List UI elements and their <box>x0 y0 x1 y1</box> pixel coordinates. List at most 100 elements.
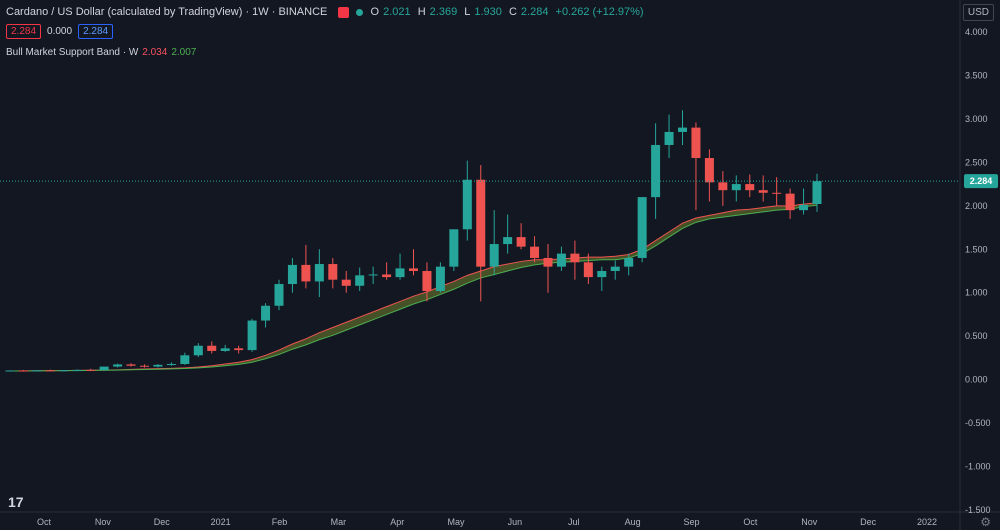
candle-body <box>516 237 526 247</box>
candle-body <box>785 193 795 211</box>
candle-body <box>409 268 418 271</box>
candle-body <box>449 229 459 267</box>
indicator-name[interactable]: Bull Market Support Band · W <box>6 47 139 58</box>
candle-body <box>247 320 257 351</box>
price-tag-label: 2.284 <box>970 176 993 186</box>
change-value: +0.262 (+12.97%) <box>555 6 644 18</box>
close-label: C <box>508 6 517 18</box>
candle-body <box>462 179 472 230</box>
y-tick-label: 1.500 <box>965 244 988 254</box>
gear-icon[interactable]: ⚙ <box>980 515 991 529</box>
candle-body <box>476 179 486 267</box>
candle-body <box>220 348 230 351</box>
candle-body <box>113 364 123 367</box>
y-tick-label: 0.000 <box>965 375 988 385</box>
ohlc-values: O 2.021 H 2.369 L 1.930 C 2.284 +0.262 (+12.… <box>371 6 648 18</box>
candle-body <box>597 271 607 278</box>
y-tick-label: 2.500 <box>965 157 988 167</box>
tradingview-logo-icon[interactable]: 17 <box>8 494 24 510</box>
close-value: 2.284 <box>520 6 549 18</box>
y-tick-label: 4.000 <box>965 27 988 37</box>
x-tick-label: Sep <box>684 517 700 527</box>
x-tick-label: Aug <box>625 517 641 527</box>
candle-body <box>395 268 405 278</box>
candle-body <box>368 274 378 276</box>
candle-body <box>503 237 513 245</box>
y-tick-label: 2.000 <box>965 201 988 211</box>
candle-body <box>624 257 634 267</box>
candle-body <box>758 190 768 193</box>
indicator-upper-value: 2.034 <box>142 47 168 58</box>
low-label: L <box>464 6 471 18</box>
candle-body <box>18 370 28 372</box>
y-tick-label: -1.000 <box>965 462 991 472</box>
x-tick-label: Dec <box>860 517 877 527</box>
candle-body <box>274 284 284 306</box>
x-tick-label: Oct <box>37 517 52 527</box>
candle-body <box>140 365 149 367</box>
x-tick-label: Jun <box>508 517 523 527</box>
candle-body <box>153 364 163 367</box>
price-tag-bg <box>964 174 998 189</box>
candle-body <box>382 274 392 278</box>
open-label: O <box>370 6 380 18</box>
candle-body <box>207 345 217 351</box>
candle-body <box>5 370 15 372</box>
candle-body <box>72 369 82 371</box>
buy-button[interactable]: 2.284 <box>78 24 114 39</box>
candle-body <box>234 348 244 351</box>
candle-body <box>570 253 580 263</box>
candle-body <box>126 364 136 366</box>
x-tick-label: May <box>448 517 466 527</box>
support-band-lower-line <box>10 204 818 372</box>
candle-body <box>691 127 701 159</box>
x-tick-label: Mar <box>331 517 347 527</box>
candle-body <box>772 192 782 194</box>
candle-body <box>435 266 445 291</box>
x-tick-label: 2021 <box>211 517 231 527</box>
y-tick-label: 0.500 <box>965 331 988 341</box>
candle-body <box>489 244 499 267</box>
candle-body <box>261 305 271 321</box>
candle-body <box>718 182 728 191</box>
symbol-title[interactable]: Cardano / US Dollar (calculated by Tradi… <box>6 6 328 18</box>
y-tick-label: 1.000 <box>965 288 988 298</box>
candle-body <box>610 266 620 271</box>
support-band-fill <box>10 202 817 371</box>
x-tick-label: Nov <box>801 517 818 527</box>
candle-body <box>422 271 432 291</box>
candle-body <box>731 184 741 191</box>
x-tick-label: Dec <box>154 517 171 527</box>
candle-body <box>45 370 55 372</box>
market-status-icon <box>356 8 364 16</box>
candle-body <box>637 197 647 258</box>
candle-body <box>355 275 365 286</box>
candle-body <box>583 262 593 278</box>
x-tick-label: Jul <box>568 517 580 527</box>
sell-button[interactable]: 2.284 <box>6 24 42 39</box>
spread-value: 0.000 <box>47 26 73 37</box>
open-value: 2.021 <box>383 6 411 18</box>
candle-body <box>543 257 553 267</box>
candle-body <box>678 127 687 132</box>
candle-body <box>799 204 809 211</box>
candle-body <box>166 363 176 365</box>
flag-icon[interactable] <box>338 6 350 18</box>
currency-button[interactable]: USD <box>962 4 994 21</box>
y-tick-label: -0.500 <box>965 418 991 428</box>
candle-body <box>59 370 69 372</box>
y-tick-label: 3.000 <box>965 114 988 124</box>
x-tick-label: Nov <box>95 517 112 527</box>
candle-body <box>314 264 324 282</box>
candle-body <box>301 264 311 282</box>
candle-body <box>664 131 674 145</box>
candle-body <box>328 264 338 280</box>
candle-body <box>32 370 42 372</box>
candle-body <box>812 181 822 204</box>
candle-body <box>341 279 351 286</box>
candle-body <box>556 253 566 267</box>
support-band-upper-line <box>9 202 818 372</box>
candle-body <box>193 345 203 356</box>
low-value: 1.930 <box>474 6 502 18</box>
